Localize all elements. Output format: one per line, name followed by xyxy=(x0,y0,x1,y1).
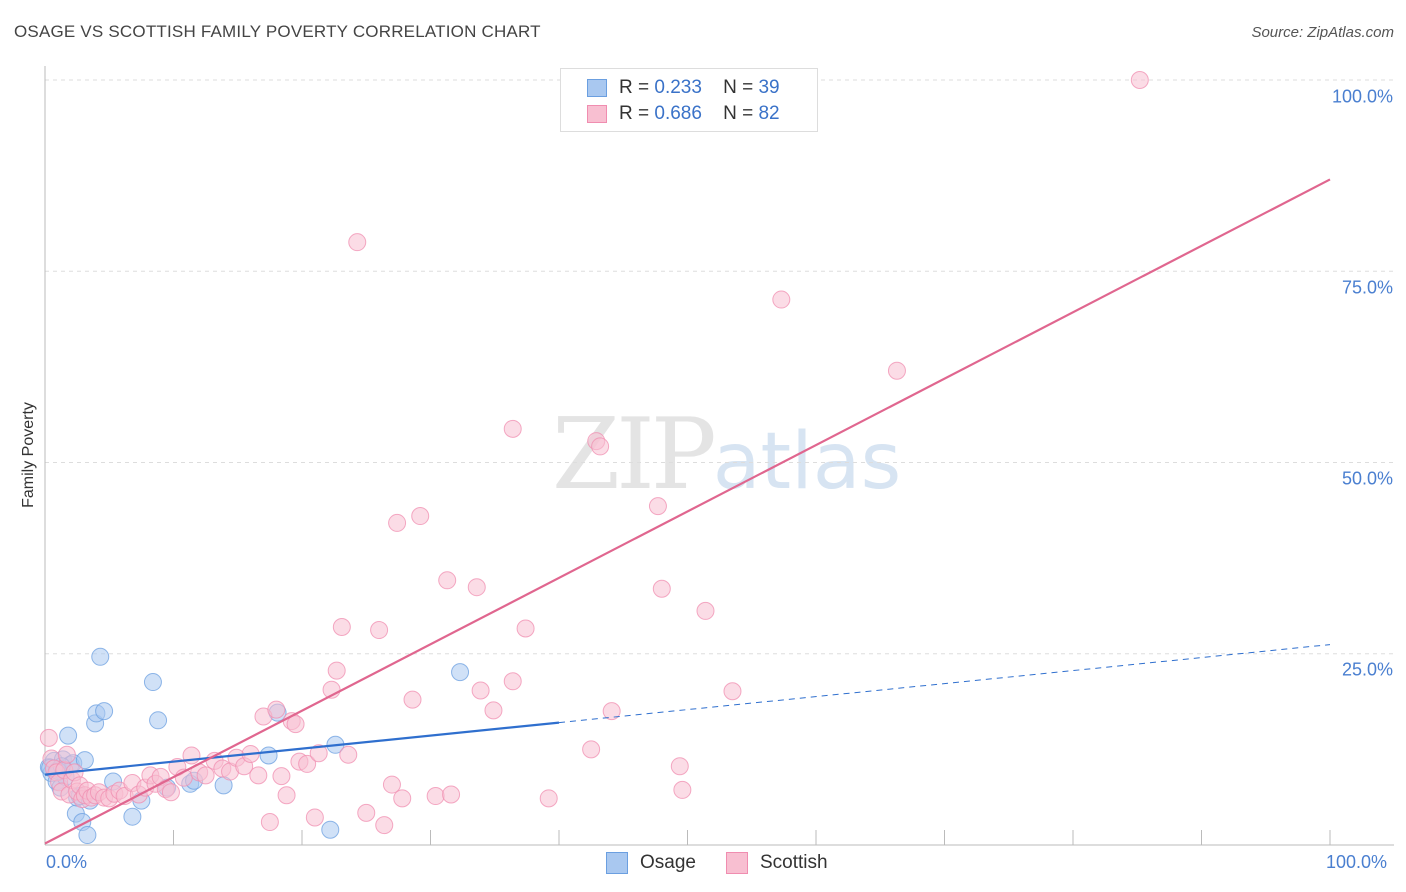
scottish-point xyxy=(503,419,522,438)
n-label: N = xyxy=(723,103,754,124)
series-legend: Osage Scottish xyxy=(606,852,858,874)
scottish-point xyxy=(411,507,430,526)
scottish-point xyxy=(426,787,445,806)
axes xyxy=(44,66,1394,846)
stats-legend: R = 0.233 N = 39 R = 0.686 N = 82 xyxy=(560,68,818,132)
scottish-point xyxy=(887,361,906,380)
scottish-point xyxy=(403,690,422,709)
scottish-point xyxy=(471,681,490,700)
scottish-point xyxy=(772,290,791,309)
scottish-point xyxy=(277,786,296,805)
legend-label: Osage xyxy=(640,852,696,873)
osage-point xyxy=(95,702,114,721)
scottish-trend-line xyxy=(44,178,1331,845)
scottish-point xyxy=(1130,71,1149,89)
scottish-point xyxy=(484,701,503,720)
y-tick-label: 25.0% xyxy=(1341,659,1393,680)
scottish-point xyxy=(393,789,412,808)
y-tick-label: 50.0% xyxy=(1341,468,1393,489)
scottish-points xyxy=(39,71,1149,835)
scottish-point xyxy=(516,619,535,638)
osage-trend-line xyxy=(44,721,560,776)
scottish-point xyxy=(249,766,268,785)
y-tick-label: 75.0% xyxy=(1341,277,1393,298)
scottish-point xyxy=(260,813,279,832)
scottish-point xyxy=(298,754,317,773)
scottish-swatch xyxy=(725,852,748,874)
scottish-point xyxy=(582,740,601,759)
osage-point xyxy=(75,751,94,770)
scottish-point xyxy=(382,775,401,794)
y-axis-label: Family Poverty xyxy=(20,402,37,508)
source-label: Source: ZipAtlas.com xyxy=(1251,24,1394,41)
scottish-point xyxy=(652,579,671,598)
r-value: 0.233 xyxy=(654,77,702,98)
scottish-point xyxy=(332,617,351,636)
scottish-point xyxy=(339,745,358,764)
osage-point xyxy=(123,807,142,826)
osage-point xyxy=(78,826,97,845)
legend-row-osage: R = 0.233 N = 39 xyxy=(587,77,780,99)
scottish-point xyxy=(503,672,522,691)
scottish-point xyxy=(272,767,291,786)
r-value: 0.686 xyxy=(654,103,702,124)
osage-swatch xyxy=(587,79,607,97)
n-value: 82 xyxy=(758,103,780,124)
n-value: 39 xyxy=(758,77,780,98)
scottish-point xyxy=(467,578,486,597)
chart-title: OSAGE VS SCOTTISH FAMILY POVERTY CORRELA… xyxy=(14,22,541,41)
scottish-point xyxy=(539,789,558,808)
y-tick-label: 100.0% xyxy=(1331,86,1393,107)
scottish-point xyxy=(648,497,667,516)
osage-point xyxy=(149,711,168,730)
r-label: R = xyxy=(619,103,650,124)
scottish-point xyxy=(591,437,610,456)
osage-point xyxy=(143,673,162,692)
osage-swatch xyxy=(606,852,628,874)
n-label: N = xyxy=(723,77,754,98)
scottish-point xyxy=(267,700,286,719)
legend-label: Scottish xyxy=(759,852,828,873)
scottish-point xyxy=(39,728,58,747)
gridlines xyxy=(45,79,1394,655)
legend-item-osage[interactable]: Osage xyxy=(606,852,696,874)
scottish-point xyxy=(370,621,389,640)
osage-point xyxy=(321,820,340,839)
r-label: R = xyxy=(619,77,650,98)
scottish-point xyxy=(438,571,457,590)
scottish-point xyxy=(305,808,324,827)
scottish-point xyxy=(723,682,742,701)
scottish-point xyxy=(602,702,621,721)
scottish-point xyxy=(327,661,346,680)
scottish-point xyxy=(670,757,689,776)
osage-point xyxy=(91,647,110,666)
scottish-point xyxy=(196,766,215,785)
scottish-point xyxy=(357,803,376,822)
x-tick-label: 0.0% xyxy=(46,852,88,872)
legend-row-scottish: R = 0.686 N = 82 xyxy=(587,103,780,125)
osage-point xyxy=(259,746,278,765)
scottish-point xyxy=(442,785,461,804)
x-tick-label: 100.0% xyxy=(1326,852,1388,872)
scottish-point xyxy=(161,783,180,802)
scottish-point xyxy=(696,601,715,620)
scottish-point xyxy=(309,744,328,763)
scottish-point xyxy=(286,715,305,734)
legend-item-scottish[interactable]: Scottish xyxy=(725,852,828,874)
osage-trend-extension xyxy=(558,644,1331,724)
scottish-point xyxy=(375,816,394,835)
watermark-zip: ZIP xyxy=(552,398,717,512)
scottish-point xyxy=(57,745,76,764)
trend-lines xyxy=(44,178,1331,845)
scottish-point xyxy=(673,780,692,799)
scottish-swatch xyxy=(587,105,607,123)
scottish-point xyxy=(388,513,407,532)
osage-point xyxy=(451,663,470,682)
osage-point xyxy=(59,726,78,745)
scottish-point xyxy=(348,233,367,252)
